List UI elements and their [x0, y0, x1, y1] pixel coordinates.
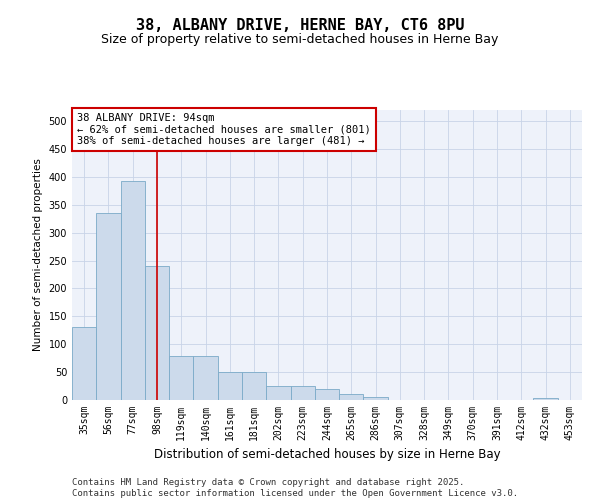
Bar: [364, 397, 388, 400]
Bar: [242, 372, 266, 400]
Text: Contains HM Land Registry data © Crown copyright and database right 2025.
Contai: Contains HM Land Registry data © Crown c…: [72, 478, 518, 498]
Y-axis label: Number of semi-detached properties: Number of semi-detached properties: [33, 158, 43, 352]
Bar: [290, 386, 315, 400]
X-axis label: Distribution of semi-detached houses by size in Herne Bay: Distribution of semi-detached houses by …: [154, 448, 500, 462]
Bar: [266, 386, 290, 400]
Bar: [72, 327, 96, 400]
Text: 38, ALBANY DRIVE, HERNE BAY, CT6 8PU: 38, ALBANY DRIVE, HERNE BAY, CT6 8PU: [136, 18, 464, 32]
Bar: [218, 372, 242, 400]
Bar: [96, 213, 121, 400]
Bar: [315, 389, 339, 400]
Text: Size of property relative to semi-detached houses in Herne Bay: Size of property relative to semi-detach…: [101, 32, 499, 46]
Bar: [169, 356, 193, 400]
Text: 38 ALBANY DRIVE: 94sqm
← 62% of semi-detached houses are smaller (801)
38% of se: 38 ALBANY DRIVE: 94sqm ← 62% of semi-det…: [77, 113, 371, 146]
Bar: [121, 182, 145, 400]
Bar: [145, 266, 169, 400]
Bar: [193, 356, 218, 400]
Bar: [533, 398, 558, 400]
Bar: [339, 394, 364, 400]
